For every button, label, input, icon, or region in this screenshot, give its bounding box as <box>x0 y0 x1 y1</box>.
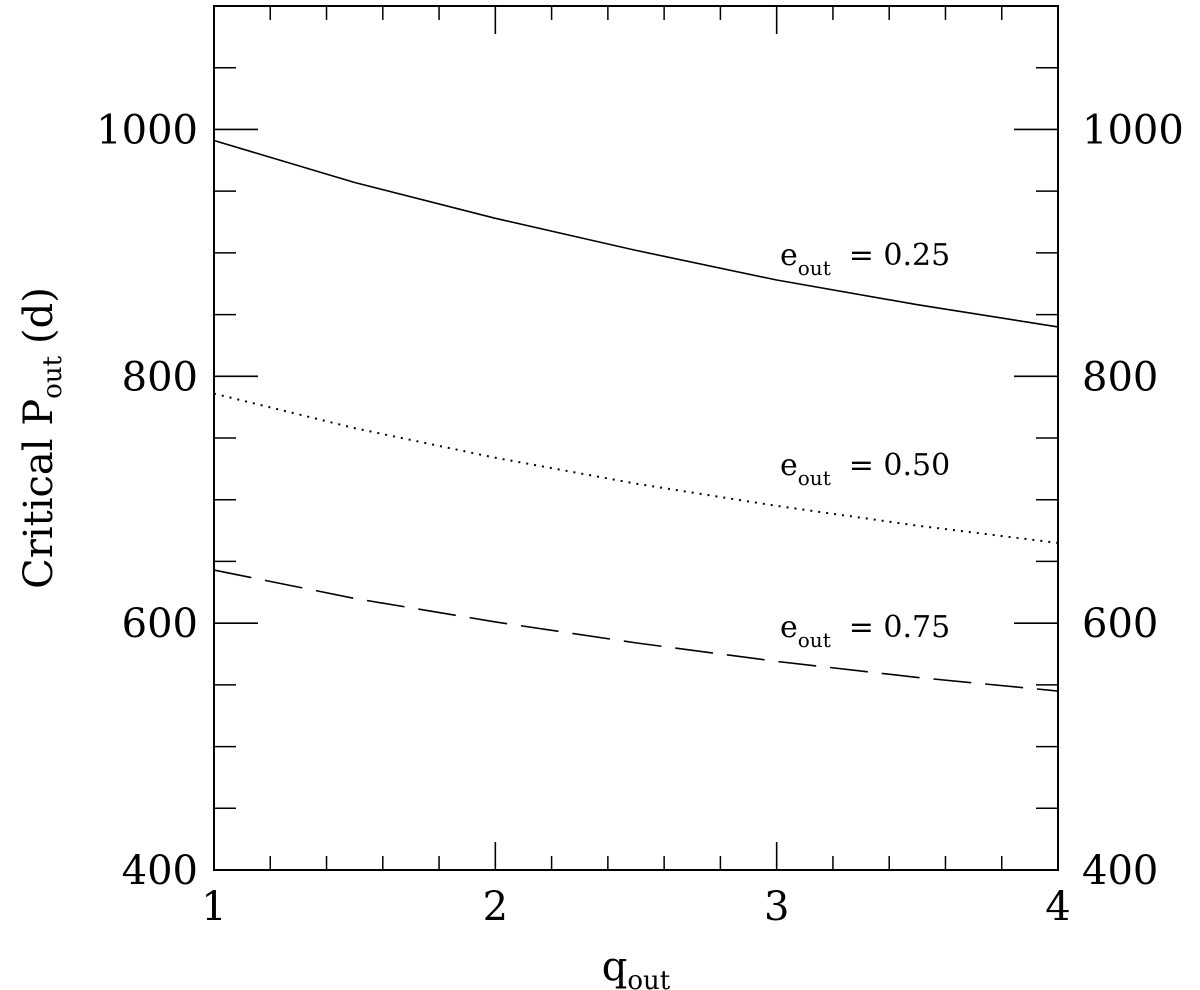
curve-label-main: e <box>780 610 798 645</box>
x-tick-label: 4 <box>1045 884 1070 930</box>
series-line-1-solid <box>213 139 1059 328</box>
y-axis-title-suffix: (d) <box>16 287 62 344</box>
series-line-2-dotted <box>213 392 1059 544</box>
series-layer <box>213 139 1059 692</box>
curve-label-main: e <box>780 238 798 273</box>
x-axis-title-sub: out <box>627 966 670 990</box>
x-tick-label: 3 <box>764 884 789 930</box>
y-tick-label-right: 600 <box>1082 601 1158 647</box>
curve-label-1: eout = 0.25 <box>780 238 950 280</box>
plot-frame <box>213 5 1059 871</box>
major-ticks <box>213 6 1059 871</box>
y-tick-label-left: 1000 <box>96 107 198 153</box>
curve-label-value: = 0.25 <box>849 238 950 273</box>
minor-ticks <box>214 5 1058 870</box>
y-tick-label-right: 400 <box>1082 848 1158 894</box>
curve-label-2: eout = 0.50 <box>780 448 950 490</box>
y-tick-label-left: 600 <box>122 601 198 647</box>
curve-label-value: = 0.75 <box>849 610 950 645</box>
curve-label-main: e <box>780 448 798 483</box>
x-axis-title-main: q <box>602 944 628 990</box>
curve-label-sub: out <box>798 628 831 652</box>
curve-label-sub: out <box>798 466 831 490</box>
y-axis-title-prefix: Critical P <box>16 399 62 589</box>
y-tick-label-right: 800 <box>1082 354 1158 400</box>
x-tick-label: 1 <box>201 884 226 930</box>
y-tick-label-right: 1000 <box>1082 107 1184 153</box>
y-axis-title: Critical Pout (d) <box>16 287 68 589</box>
series-line-3-dashed <box>213 569 1059 692</box>
y-tick-label-left: 800 <box>122 354 198 400</box>
tick-labels: 1 2 3 4 400 400 600 600 800 800 1000 1000 <box>96 107 1184 930</box>
curve-label-sub: out <box>798 256 831 280</box>
curve-label-value: = 0.50 <box>849 448 950 483</box>
x-tick-label: 2 <box>483 884 508 930</box>
curve-label-3: eout = 0.75 <box>780 610 950 652</box>
y-tick-label-left: 400 <box>122 848 198 894</box>
x-axis-title: qout <box>602 944 671 990</box>
y-axis-title-sub: out <box>38 355 68 398</box>
